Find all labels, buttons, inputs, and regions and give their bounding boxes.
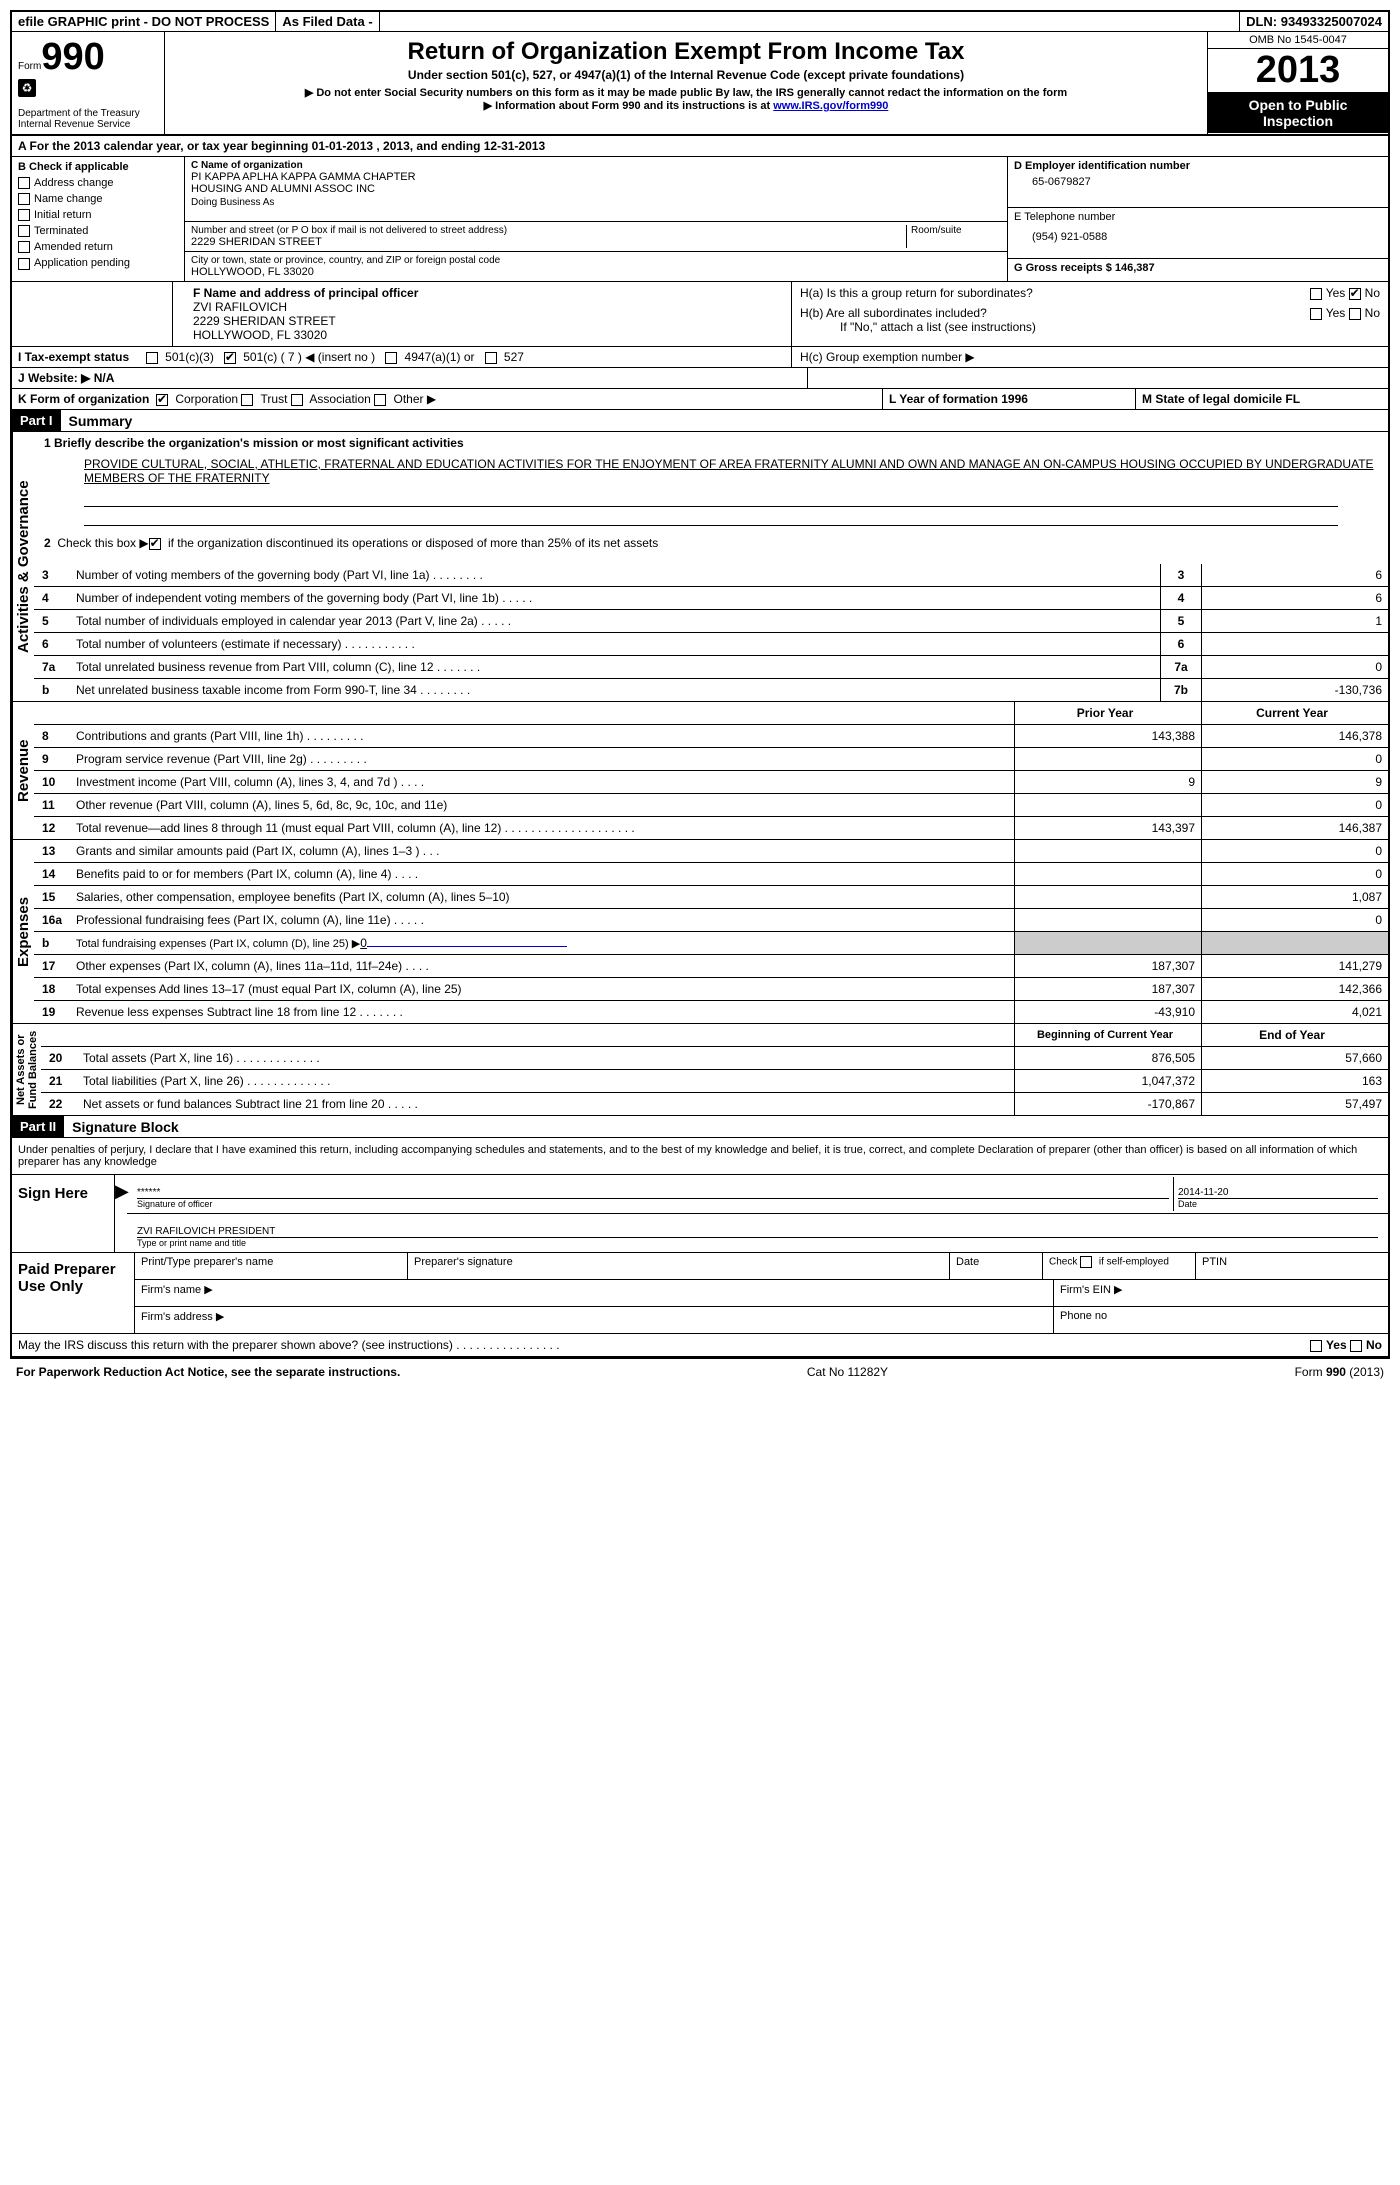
- line-18: 18 Total expenses Add lines 13–17 (must …: [34, 978, 1388, 1001]
- section-d: D Employer identification number 65-0679…: [1008, 157, 1388, 208]
- cb-discontinued[interactable]: [149, 538, 161, 550]
- section-f: F Name and address of principal officer …: [173, 282, 792, 346]
- section-c: C Name of organization PI KAPPA APLHA KA…: [185, 157, 1008, 281]
- org-name-row: C Name of organization PI KAPPA APLHA KA…: [185, 157, 1007, 222]
- city-row: City or town, state or province, country…: [185, 252, 1007, 281]
- line-20: 20 Total assets (Part X, line 16) . . . …: [41, 1047, 1388, 1070]
- section-bcd: B Check if applicable Address change Nam…: [12, 157, 1388, 282]
- section-l: L Year of formation 1996: [882, 389, 1135, 409]
- cb-application-pending[interactable]: [18, 258, 30, 270]
- perjury-declaration: Under penalties of perjury, I declare th…: [12, 1138, 1388, 1174]
- section-klm: K Form of organization Corporation Trust…: [12, 389, 1388, 410]
- tax-year: 2013: [1208, 49, 1388, 93]
- cb-hb-yes[interactable]: [1310, 308, 1322, 320]
- header-left: Form990 ♻ Department of the Treasury Int…: [12, 32, 165, 134]
- footer: For Paperwork Reduction Act Notice, see …: [10, 1359, 1390, 1385]
- form-990: efile GRAPHIC print - DO NOT PROCESS As …: [10, 10, 1390, 1359]
- section-g: G Gross receipts $ 146,387: [1008, 259, 1388, 277]
- line-14: 14 Benefits paid to or for members (Part…: [34, 863, 1388, 886]
- line-7a: 7a Total unrelated business revenue from…: [34, 656, 1388, 679]
- line-19: 19 Revenue less expenses Subtract line 1…: [34, 1001, 1388, 1023]
- cb-ha-no[interactable]: [1349, 288, 1361, 300]
- arrow-icon: ▶: [115, 1175, 127, 1252]
- cb-address-change[interactable]: [18, 177, 30, 189]
- line-6: 6 Total number of volunteers (estimate i…: [34, 633, 1388, 656]
- section-m: M State of legal domicile FL: [1135, 389, 1388, 409]
- cb-ha-yes[interactable]: [1310, 288, 1322, 300]
- line-b: b Total fundraising expenses (Part IX, c…: [34, 932, 1388, 955]
- cb-initial-return[interactable]: [18, 209, 30, 221]
- section-h: H(a) Is this a group return for subordin…: [792, 282, 1388, 346]
- cb-terminated[interactable]: [18, 225, 30, 237]
- line-22: 22 Net assets or fund balances Subtract …: [41, 1093, 1388, 1115]
- section-hc: H(c) Group exemption number ▶: [791, 347, 1388, 367]
- header-right: OMB No 1545-0047 2013 Open to Public Ins…: [1207, 32, 1388, 134]
- cb-amended[interactable]: [18, 241, 30, 253]
- header-mid: Return of Organization Exempt From Incom…: [165, 32, 1207, 134]
- irs-discuss-row: May the IRS discuss this return with the…: [12, 1334, 1388, 1357]
- mission-text: PROVIDE CULTURAL, SOCIAL, ATHLETIC, FRAT…: [34, 454, 1388, 488]
- section-j: J Website: ▶ N/A: [12, 368, 1388, 389]
- efile-notice: efile GRAPHIC print - DO NOT PROCESS: [12, 12, 276, 31]
- line-10: 10 Investment income (Part VIII, column …: [34, 771, 1388, 794]
- line-11: 11 Other revenue (Part VIII, column (A),…: [34, 794, 1388, 817]
- part2-header: Part II Signature Block: [12, 1116, 1388, 1138]
- line-17: 17 Other expenses (Part IX, column (A), …: [34, 955, 1388, 978]
- section-e: E Telephone number (954) 921-0588: [1008, 208, 1388, 259]
- part1-expenses: Expenses 13 Grants and similar amounts p…: [12, 840, 1388, 1024]
- part1-revenue: Revenue Prior Year Current Year 8 Contri…: [12, 702, 1388, 840]
- cb-irs-yes[interactable]: [1310, 1340, 1322, 1352]
- top-bar: efile GRAPHIC print - DO NOT PROCESS As …: [12, 12, 1388, 32]
- form-title: Return of Organization Exempt From Incom…: [175, 38, 1197, 66]
- section-deg: D Employer identification number 65-0679…: [1008, 157, 1388, 281]
- line-16a: 16a Professional fundraising fees (Part …: [34, 909, 1388, 932]
- section-b: B Check if applicable Address change Nam…: [12, 157, 185, 281]
- line-21: 21 Total liabilities (Part X, line 26) .…: [41, 1070, 1388, 1093]
- section-i: I Tax-exempt status 501(c)(3) 501(c) ( 7…: [12, 347, 1388, 368]
- section-fh: F Name and address of principal officer …: [12, 282, 1388, 347]
- recycle-icon: ♻: [18, 79, 36, 97]
- sign-here-block: Sign Here ▶ ****** Signature of officer …: [12, 1175, 1388, 1253]
- line-9: 9 Program service revenue (Part VIII, li…: [34, 748, 1388, 771]
- line-12: 12 Total revenue—add lines 8 through 11 …: [34, 817, 1388, 839]
- omb-number: OMB No 1545-0047: [1208, 32, 1388, 49]
- line-5: 5 Total number of individuals employed i…: [34, 610, 1388, 633]
- line-8: 8 Contributions and grants (Part VIII, l…: [34, 725, 1388, 748]
- line-4: 4 Number of independent voting members o…: [34, 587, 1388, 610]
- part1-netassets: Net Assets or Fund Balances Beginning of…: [12, 1024, 1388, 1116]
- section-a: A For the 2013 calendar year, or tax yea…: [12, 136, 1388, 157]
- line-3: 3 Number of voting members of the govern…: [34, 564, 1388, 587]
- cb-irs-no[interactable]: [1350, 1340, 1362, 1352]
- irs-link[interactable]: www.IRS.gov/form990: [773, 100, 888, 112]
- line-13: 13 Grants and similar amounts paid (Part…: [34, 840, 1388, 863]
- form-header: Form990 ♻ Department of the Treasury Int…: [12, 32, 1388, 136]
- open-public: Open to Public Inspection: [1208, 93, 1388, 133]
- dln: DLN: 93493325007024: [1240, 12, 1388, 31]
- line-15: 15 Salaries, other compensation, employe…: [34, 886, 1388, 909]
- cb-self-employed[interactable]: [1080, 1256, 1092, 1268]
- address-row: Number and street (or P O box if mail is…: [185, 222, 1007, 252]
- cb-hb-no[interactable]: [1349, 308, 1361, 320]
- line-b: b Net unrelated business taxable income …: [34, 679, 1388, 701]
- cb-name-change[interactable]: [18, 193, 30, 205]
- paid-preparer-block: Paid Preparer Use Only Print/Type prepar…: [12, 1253, 1388, 1334]
- part1-governance: Activities & Governance 1 Briefly descri…: [12, 432, 1388, 702]
- asfiled-label: As Filed Data -: [276, 12, 379, 31]
- part1-header: Part I Summary: [12, 410, 1388, 432]
